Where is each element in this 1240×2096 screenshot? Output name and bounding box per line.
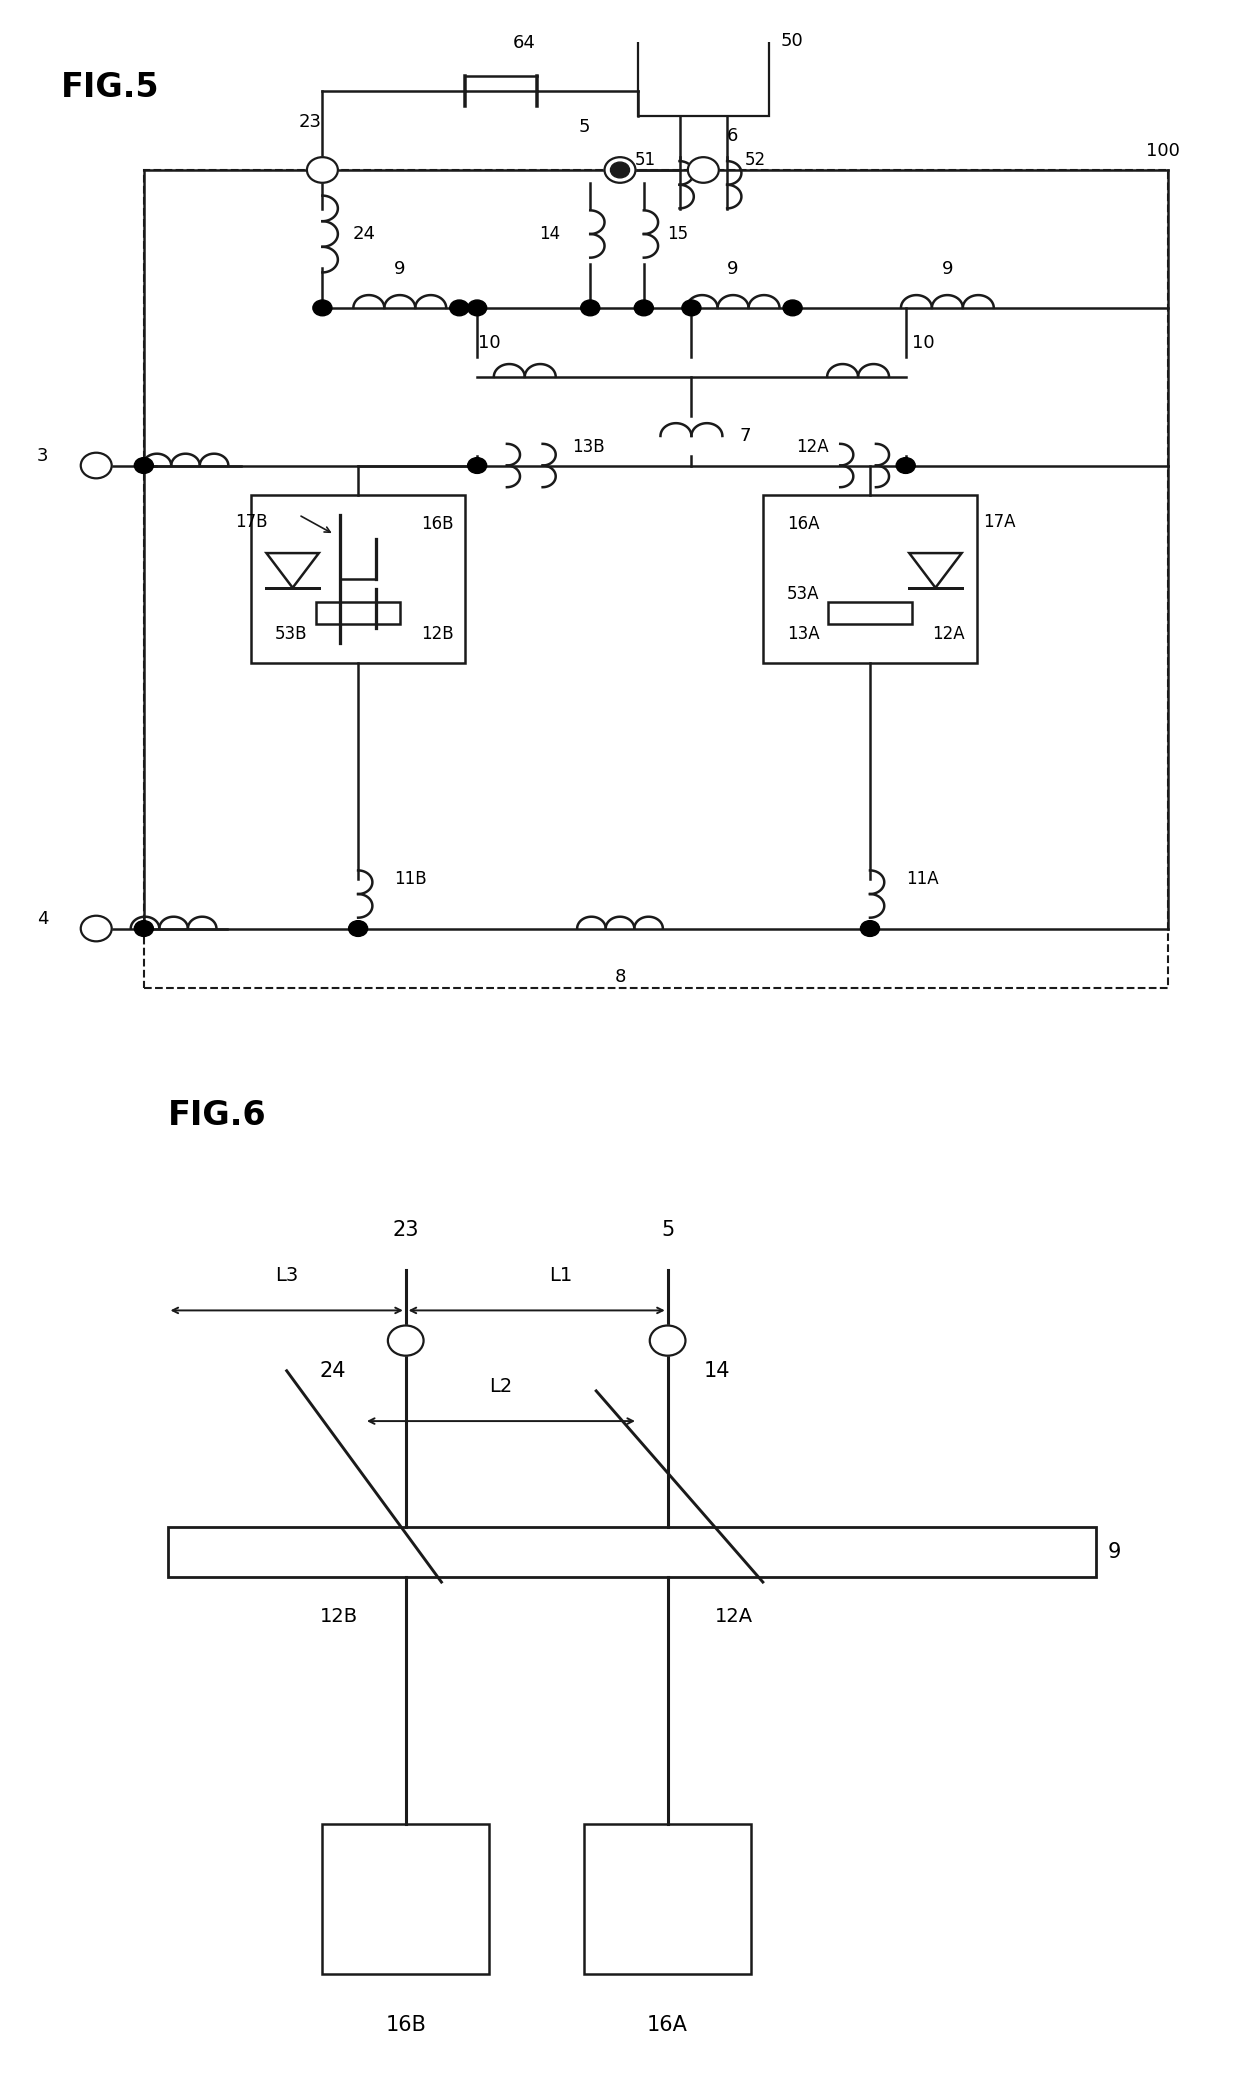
Text: 53B: 53B bbox=[275, 625, 308, 643]
Text: 50: 50 bbox=[781, 31, 804, 50]
Text: 24: 24 bbox=[320, 1360, 346, 1381]
Text: 16B: 16B bbox=[386, 2014, 427, 2035]
Text: 53A: 53A bbox=[786, 585, 820, 604]
Text: L2: L2 bbox=[490, 1377, 512, 1396]
Circle shape bbox=[308, 157, 337, 182]
Text: 12B: 12B bbox=[320, 1608, 358, 1626]
Text: L3: L3 bbox=[275, 1266, 299, 1285]
Circle shape bbox=[635, 300, 653, 316]
Circle shape bbox=[605, 157, 635, 182]
Text: 13A: 13A bbox=[786, 625, 820, 643]
Text: 3: 3 bbox=[37, 446, 48, 465]
Circle shape bbox=[81, 453, 112, 478]
Text: 7: 7 bbox=[739, 428, 750, 444]
Text: 64: 64 bbox=[513, 34, 536, 52]
Circle shape bbox=[348, 920, 367, 937]
Text: FIG.5: FIG.5 bbox=[61, 71, 159, 105]
Text: 14: 14 bbox=[539, 224, 560, 243]
Text: 4: 4 bbox=[37, 910, 48, 929]
Text: 5: 5 bbox=[661, 1220, 675, 1241]
Text: 52: 52 bbox=[745, 151, 766, 170]
Text: 10: 10 bbox=[479, 333, 501, 352]
Circle shape bbox=[861, 920, 879, 937]
Text: 16A: 16A bbox=[647, 2014, 688, 2035]
Text: 5: 5 bbox=[579, 117, 590, 136]
Circle shape bbox=[388, 1325, 424, 1356]
Text: 16B: 16B bbox=[420, 516, 454, 532]
Circle shape bbox=[134, 920, 154, 937]
Text: 6: 6 bbox=[727, 128, 739, 145]
Text: 13B: 13B bbox=[573, 438, 605, 455]
Text: 14: 14 bbox=[703, 1360, 730, 1381]
Text: 12A: 12A bbox=[796, 438, 828, 455]
Text: 15: 15 bbox=[667, 224, 688, 243]
Text: 9: 9 bbox=[941, 260, 954, 279]
Text: 8: 8 bbox=[614, 968, 626, 985]
Text: 12B: 12B bbox=[420, 625, 454, 643]
Text: 9: 9 bbox=[728, 260, 739, 279]
Text: 9: 9 bbox=[1109, 1543, 1121, 1562]
Text: 9: 9 bbox=[394, 260, 405, 279]
Circle shape bbox=[650, 1325, 686, 1356]
Circle shape bbox=[682, 300, 701, 316]
Text: 17A: 17A bbox=[983, 514, 1016, 530]
Circle shape bbox=[688, 157, 719, 182]
Circle shape bbox=[580, 300, 600, 316]
Text: 17B: 17B bbox=[234, 514, 268, 530]
Circle shape bbox=[134, 457, 154, 474]
Text: 10: 10 bbox=[911, 333, 934, 352]
Text: FIG.6: FIG.6 bbox=[167, 1098, 267, 1132]
Circle shape bbox=[897, 457, 915, 474]
Text: 12A: 12A bbox=[715, 1608, 754, 1626]
Text: L1: L1 bbox=[549, 1266, 572, 1285]
Text: 12A: 12A bbox=[932, 625, 965, 643]
Text: 100: 100 bbox=[1146, 143, 1179, 159]
Circle shape bbox=[467, 457, 486, 474]
Text: 16A: 16A bbox=[786, 516, 820, 532]
Text: 11A: 11A bbox=[905, 870, 939, 889]
Circle shape bbox=[610, 161, 630, 178]
Circle shape bbox=[467, 300, 486, 316]
Text: 51: 51 bbox=[635, 151, 656, 170]
Text: 11B: 11B bbox=[394, 870, 427, 889]
Circle shape bbox=[450, 300, 469, 316]
Text: 23: 23 bbox=[393, 1220, 419, 1241]
Circle shape bbox=[784, 300, 802, 316]
Circle shape bbox=[81, 916, 112, 941]
Text: 23: 23 bbox=[299, 113, 322, 130]
Circle shape bbox=[312, 300, 332, 316]
Text: 24: 24 bbox=[352, 224, 376, 243]
